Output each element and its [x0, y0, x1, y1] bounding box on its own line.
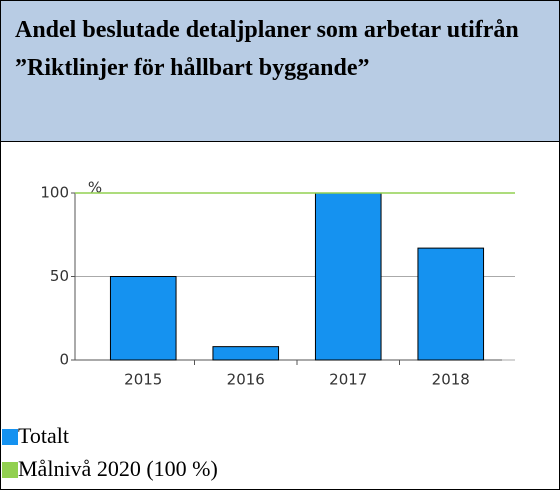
x-tick-label: 2017	[329, 371, 367, 389]
bar	[109, 276, 177, 361]
bar	[314, 192, 382, 361]
legend-swatch	[2, 462, 18, 478]
legend-swatch	[2, 429, 18, 445]
y-axis-label: %	[88, 179, 102, 197]
header: Andel beslutade detaljplaner som arbetar…	[1, 1, 559, 142]
legend-label: Målnivå 2020 (100 %)	[18, 456, 218, 481]
y-tick-label: 50	[50, 267, 69, 285]
x-tick-label: 2018	[432, 371, 470, 389]
bar	[417, 247, 485, 361]
x-tick-label: 2016	[227, 371, 265, 389]
y-tick-label: 0	[59, 351, 69, 369]
y-tick-label: 100	[40, 184, 69, 202]
legend-label: Totalt	[18, 423, 69, 448]
x-tick-label: 2015	[124, 371, 162, 389]
chart-title: Andel beslutade detaljplaner som arbetar…	[15, 17, 519, 81]
bar	[212, 346, 280, 361]
